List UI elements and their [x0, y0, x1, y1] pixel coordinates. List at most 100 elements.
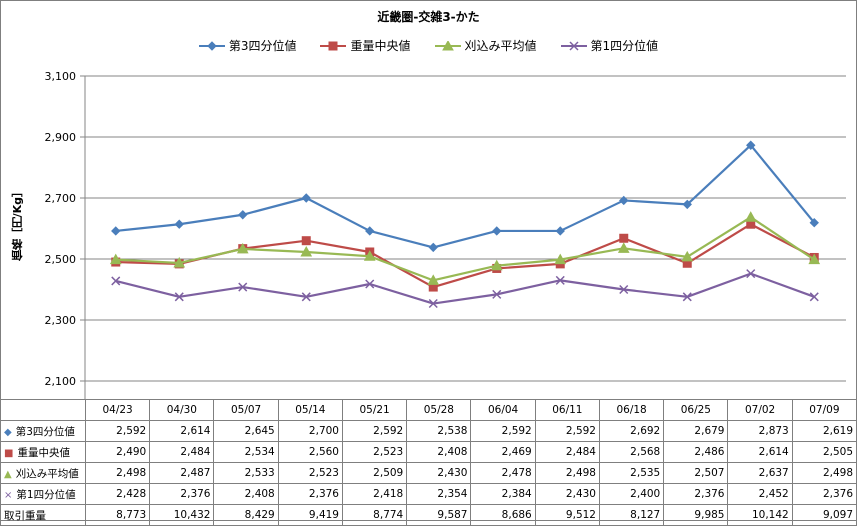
row-label: 刈込み平均値	[15, 467, 79, 480]
x-tick-label: 06/18	[598, 399, 665, 421]
data-label: 2,376	[277, 483, 343, 505]
data-label: 2,637	[727, 462, 793, 484]
data-label: 2,376	[791, 483, 857, 505]
y-tick-label: 2,300	[45, 314, 77, 327]
data-label: 2,507	[663, 462, 729, 484]
series-line	[115, 272, 815, 305]
data-point	[301, 236, 311, 246]
data-label: 8,686	[470, 504, 536, 526]
data-label: 2,408	[213, 483, 279, 505]
data-point	[619, 195, 629, 206]
x-tick-label: 06/11	[534, 399, 600, 421]
row-header: ■ 重量中央値	[0, 441, 86, 463]
y-tick-label: 2,900	[45, 131, 77, 144]
legend-label: 第1四分位値	[590, 39, 659, 53]
data-label: 2,560	[277, 441, 343, 463]
data-point	[174, 219, 184, 229]
data-label: 2,484	[149, 441, 215, 463]
data-point	[746, 269, 756, 279]
legend-label: 刈込み平均値	[464, 39, 537, 53]
data-label: 2,478	[470, 462, 536, 484]
x-tick-label: 05/14	[277, 399, 343, 421]
x-tick-label: 06/25	[663, 399, 729, 421]
legend-item: 第3四分位値	[198, 37, 296, 54]
data-label: 8,127	[598, 504, 665, 526]
series-marker-icon: ■	[4, 447, 14, 459]
data-label: 2,614	[727, 441, 793, 463]
data-point	[363, 250, 376, 261]
data-label: 2,592	[534, 420, 600, 442]
data-label: 2,498	[534, 462, 600, 484]
data-label: 2,523	[341, 441, 408, 463]
data-point	[301, 193, 311, 203]
series-marker-icon: ×	[4, 489, 13, 501]
data-point	[744, 211, 757, 222]
chart-legend: 第3四分位値 重量中央値 刈込み平均値 第1四分位値	[0, 37, 857, 54]
data-label: 8,773	[84, 504, 151, 526]
data-point	[682, 292, 692, 302]
row-label: 第3四分位値	[15, 425, 75, 438]
y-tick-label: 2,500	[45, 253, 77, 266]
data-label: 9,512	[534, 504, 600, 526]
data-label: 8,429	[213, 504, 279, 526]
data-point	[109, 253, 122, 265]
plot-area: 2,100 2,300 2,500 2,700 2,900 3,100	[45, 70, 846, 399]
data-label: 2,452	[727, 483, 793, 505]
data-point	[365, 279, 375, 289]
data-label: 10,432	[149, 504, 215, 526]
data-point	[619, 284, 629, 295]
data-point	[236, 242, 249, 254]
data-point	[619, 233, 629, 243]
data-label: 2,568	[598, 441, 665, 463]
data-point	[441, 40, 454, 50]
data-label: 2,592	[84, 420, 151, 442]
data-label: 2,400	[598, 483, 665, 505]
data-label: 2,430	[534, 483, 600, 505]
data-label: 2,533	[213, 462, 279, 484]
table-row: × 第1四分位値 2,428 2,376 2,408 2,376 2,418 2,354 2,3…	[0, 483, 857, 505]
table-row: ◆ 第3四分位値 2,592 2,614 2,645 2,700 2,592 2,538 2,5…	[0, 420, 857, 442]
data-point	[301, 292, 311, 302]
legend-item: 重量中央値	[320, 37, 411, 54]
data-point	[111, 226, 121, 236]
data-point	[427, 274, 440, 285]
data-point	[809, 217, 819, 228]
legend-swatch-icon	[560, 40, 587, 51]
data-point	[555, 275, 565, 285]
legend-swatch-icon	[320, 41, 347, 50]
data-label: 2,592	[341, 420, 408, 442]
row-header: × 第1四分位値	[0, 483, 86, 505]
data-label: 9,419	[277, 504, 343, 526]
x-tick-label: 05/28	[406, 399, 472, 421]
x-tick-label: 07/09	[791, 399, 857, 421]
data-label: 2,679	[663, 420, 729, 442]
x-tick-label: 06/04	[470, 399, 536, 421]
data-label: 2,354	[406, 483, 472, 505]
data-label: 2,418	[341, 483, 408, 505]
data-point	[111, 276, 121, 286]
data-point	[554, 253, 567, 265]
data-point	[490, 259, 503, 271]
legend-item: 第1四分位値	[560, 37, 659, 54]
data-point	[238, 210, 248, 220]
data-label: 2,490	[84, 441, 151, 463]
data-label: 2,534	[213, 441, 279, 463]
data-label: 2,619	[791, 420, 857, 442]
series-line	[115, 144, 816, 249]
data-point	[492, 226, 502, 236]
table-header-row: 04/23 04/30 05/07 05/14 05/21 05/28 06/04 06/11…	[0, 399, 857, 421]
data-point	[238, 282, 248, 292]
data-label: 9,985	[663, 504, 729, 526]
series-marker-icon: ◆	[4, 426, 12, 438]
data-point	[492, 289, 502, 299]
legend-swatch-icon	[198, 40, 225, 51]
table-row: 取引重量 8,773 10,432 8,429 9,419 8,774 9,587 8,686…	[0, 504, 857, 526]
x-tick-label: 05/21	[341, 399, 408, 421]
data-label: 2,700	[277, 420, 343, 442]
data-point	[328, 41, 338, 50]
series-marker-icon: ▲	[4, 468, 12, 480]
data-point	[809, 292, 819, 302]
y-tick-label: 2,100	[45, 375, 77, 388]
data-label: 2,408	[406, 441, 472, 463]
data-label: 2,428	[84, 483, 151, 505]
